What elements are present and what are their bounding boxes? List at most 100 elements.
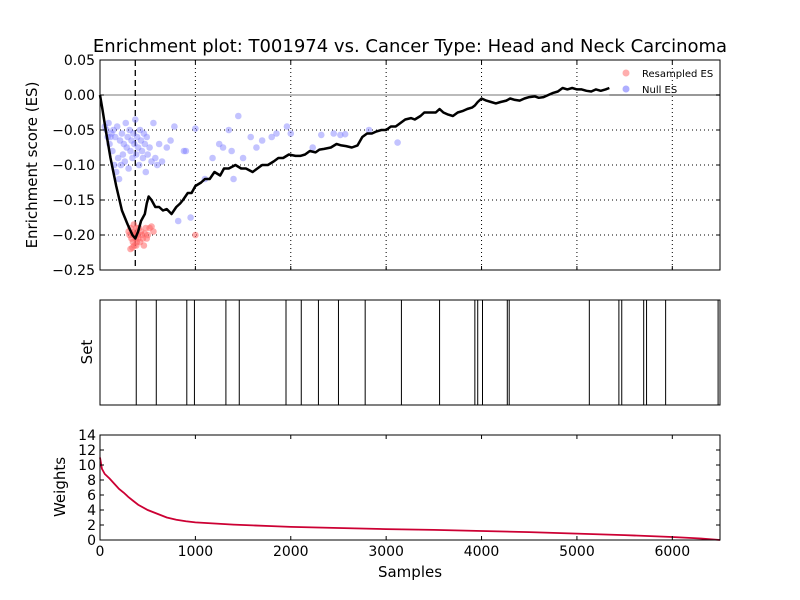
weights-ytick-label: 2 <box>87 518 96 534</box>
weights-ytick-label: 10 <box>78 458 96 474</box>
null-es-point <box>230 175 237 183</box>
enrichment-legend: Resampled ES Null ES <box>622 69 713 96</box>
weights-xtick-label: 6000 <box>654 544 690 560</box>
null-es-point <box>140 130 148 137</box>
resampled-es-point <box>150 228 157 235</box>
null-es-point <box>117 161 125 169</box>
null-es-point <box>273 130 280 137</box>
null-es-point <box>283 123 291 130</box>
null-es-point <box>135 161 143 169</box>
null-es-point <box>142 168 150 176</box>
null-es-point <box>182 147 190 155</box>
weights-ytick-label: 0 <box>87 533 96 549</box>
null-es-point <box>341 130 349 138</box>
null-es-point <box>153 161 161 169</box>
null-es-point <box>228 147 235 155</box>
enrichment-ytick-label: −0.05 <box>52 123 95 139</box>
enrichment-ytick-label: 0.05 <box>64 53 95 69</box>
null-es-point <box>180 147 188 155</box>
chart-title: Enrichment plot: T001974 vs. Cancer Type… <box>93 36 727 57</box>
null-es-point <box>317 131 325 139</box>
set-ylabel: Set <box>78 340 96 365</box>
null-es-point <box>209 154 216 162</box>
null-es-point <box>268 133 275 141</box>
null-es-point <box>365 126 373 134</box>
enrichment-panel: −0.25 −0.20 −0.15 −0.10 −0.05 0.00 0.05 Enrich… <box>23 53 721 279</box>
es-curve <box>98 86 610 240</box>
null-es-point <box>108 130 115 137</box>
null-es-point <box>330 130 337 137</box>
null-es-point <box>287 130 295 137</box>
enrichment-ylabel: Enrichment score (ES) <box>23 82 41 249</box>
null-es-point <box>131 140 138 148</box>
weights-curve <box>99 457 721 541</box>
null-es-point <box>174 217 182 225</box>
null-es-point <box>150 119 157 127</box>
enrichment-ytick-label: −0.25 <box>52 263 95 279</box>
null-es-point <box>128 137 135 144</box>
set-axes-frame <box>99 299 721 406</box>
null-es-point <box>129 154 136 162</box>
null-es-point <box>110 126 117 134</box>
weights-xtick-label: 2000 <box>273 544 309 560</box>
null-es-point <box>171 123 178 130</box>
weights-xtick-label: 1000 <box>178 544 214 560</box>
null-es-point <box>192 125 199 132</box>
null-es-point <box>143 133 151 141</box>
null-es-point <box>123 144 131 151</box>
null-es-point <box>141 140 149 148</box>
null-es-point <box>120 140 128 148</box>
legend-marker <box>622 85 630 93</box>
weights-ytick-label: 4 <box>87 503 96 519</box>
null-es-point <box>114 154 122 162</box>
weights-ytick-label: 12 <box>78 443 96 459</box>
null-es-point <box>146 144 153 151</box>
legend-marker <box>622 69 630 77</box>
null-es-point <box>235 112 242 120</box>
set-panel: Set <box>78 299 721 406</box>
weights-xtick-label: 3000 <box>368 544 404 560</box>
null-es-point <box>105 119 112 127</box>
null-es-point <box>116 137 124 144</box>
null-es-point <box>337 131 344 139</box>
weights-ytick-label: 14 <box>78 428 96 444</box>
null-es-point <box>152 154 159 162</box>
null-es-point <box>133 133 141 141</box>
null-es-point <box>225 126 233 134</box>
null-es-point <box>155 140 163 148</box>
null-es-point <box>131 116 139 123</box>
null-es-point <box>258 137 266 144</box>
null-es-point <box>309 144 317 151</box>
null-es-point <box>124 133 131 141</box>
null-es-point <box>138 147 146 155</box>
resampled-es-point <box>144 231 151 239</box>
null-es-point <box>136 126 144 134</box>
weights-axes-frame <box>99 434 721 541</box>
null-es-point <box>115 175 123 183</box>
null-es-point <box>137 137 145 144</box>
weights-xtick-label: 4000 <box>464 544 500 560</box>
null-es-point <box>113 123 121 130</box>
null-es-point <box>219 144 227 151</box>
null-es-point <box>187 214 194 221</box>
legend-entry: Resampled ES <box>642 69 713 80</box>
null-es-point <box>215 140 223 148</box>
weights-plot-area <box>100 435 720 540</box>
null-es-point <box>107 133 114 141</box>
null-es-point <box>130 130 137 137</box>
weights-xtick-label: 0 <box>96 544 105 560</box>
enrichment-axes-frame <box>99 59 721 271</box>
weights-ytick-label: 6 <box>87 488 96 504</box>
null-es-point <box>121 158 129 165</box>
null-es-point <box>139 154 147 162</box>
null-es-point <box>126 126 133 134</box>
resampled-es-point <box>140 242 148 249</box>
enrichment-ytick-label: −0.15 <box>52 193 95 209</box>
null-es-point <box>253 144 260 151</box>
enrichment-ytick-label: −0.10 <box>52 158 95 174</box>
null-es-point <box>134 144 142 151</box>
legend-entry: Null ES <box>642 85 677 96</box>
null-es-point <box>247 133 255 141</box>
